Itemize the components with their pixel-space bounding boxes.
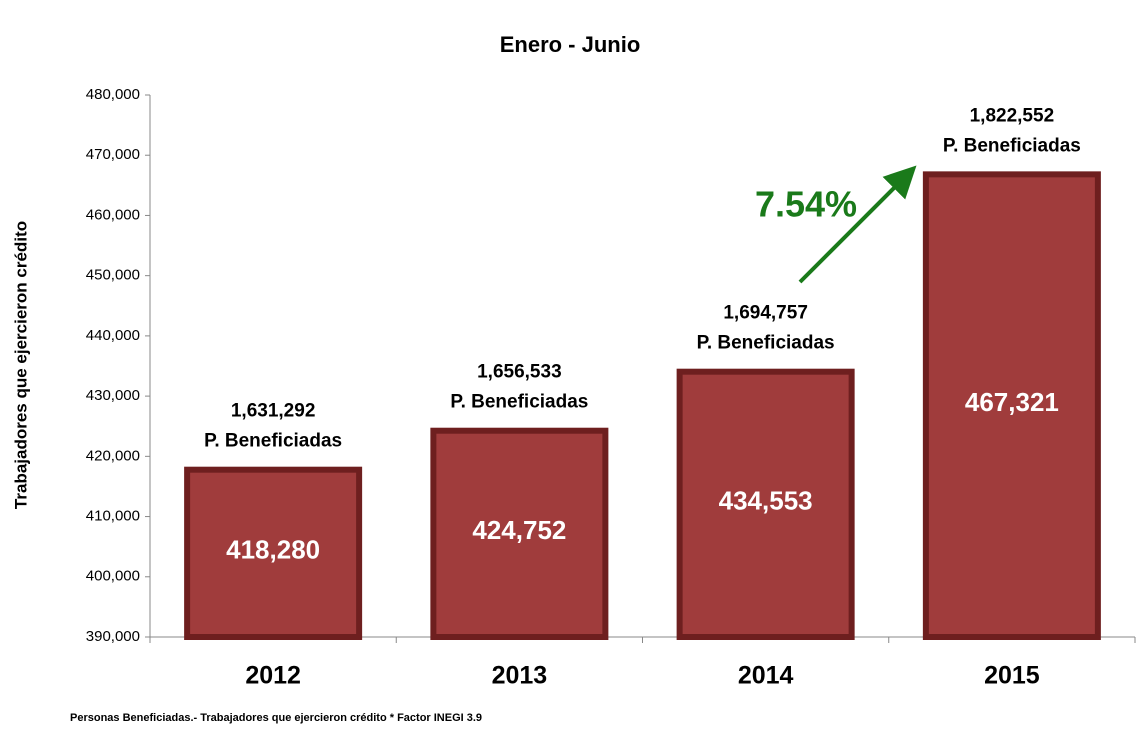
y-tick-label: 450,000 [86,267,140,284]
y-tick-label: 400,000 [86,568,140,585]
y-tick-label: 390,000 [86,628,140,645]
y-tick-label: 420,000 [86,447,140,464]
footnote: Personas Beneficiadas.- Trabajadores que… [70,712,482,724]
x-tick-label: 2013 [492,662,548,690]
beneficiadas-value: 1,631,292 [231,401,316,422]
bar [184,466,363,640]
beneficiadas-label: P. Beneficiadas [450,392,588,413]
beneficiadas-value: 1,694,757 [723,303,808,324]
value-label: 424,752 [472,515,566,545]
x-tick-label: 2014 [738,662,794,690]
growth-arrow [798,165,917,284]
y-tick-label: 440,000 [86,327,140,344]
bar [922,171,1101,641]
beneficiadas-value: 1,822,552 [970,105,1055,126]
beneficiadas-label: P. Beneficiadas [943,135,1081,156]
y-axis-label: Trabajadores que ejercieron crédito [11,221,30,509]
y-tick-label: 480,000 [86,86,140,103]
y-tick-label: 460,000 [86,206,140,223]
bar [676,368,855,640]
x-tick-label: 2012 [245,662,301,690]
value-label: 467,321 [965,387,1059,417]
y-tick-label: 410,000 [86,508,140,525]
y-tick-label: 470,000 [86,146,140,163]
beneficiadas-label: P. Beneficiadas [697,333,835,354]
value-label: 434,553 [719,486,813,516]
value-label: 418,280 [226,535,320,565]
growth-annotation: 7.54% [755,184,857,225]
beneficiadas-value: 1,656,533 [477,362,562,383]
x-tick-label: 2015 [984,662,1040,690]
chart-title: Enero - Junio [500,32,641,57]
y-tick-label: 430,000 [86,387,140,404]
bar [430,427,609,640]
beneficiadas-label: P. Beneficiadas [204,431,342,452]
